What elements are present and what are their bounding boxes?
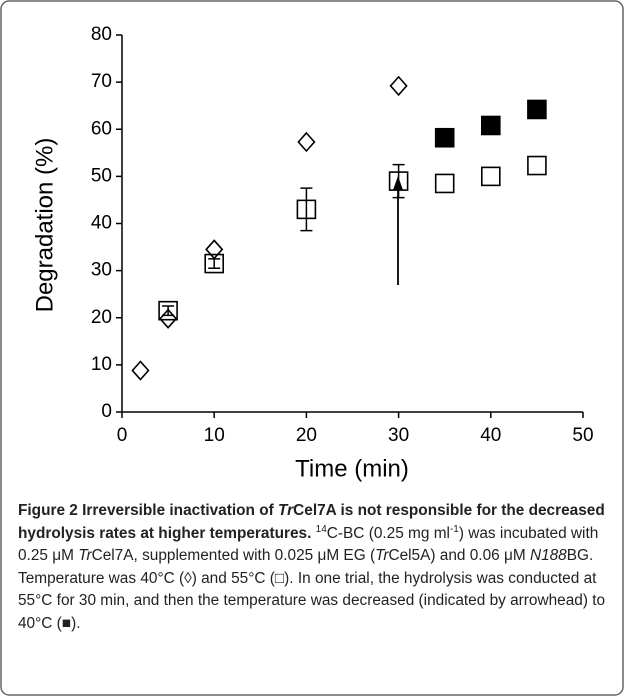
x-tick-label: 50 xyxy=(572,425,593,446)
y-tick-label: 60 xyxy=(91,118,112,139)
caption-text: Cel5A) and 0.06 μM xyxy=(388,547,530,564)
x-tick-label: 0 xyxy=(117,425,128,446)
square-marker xyxy=(158,300,178,321)
square-marker xyxy=(527,155,547,176)
diamond-marker xyxy=(131,360,150,381)
caption-title: Figure 2 Irreversible inactivation of Tr… xyxy=(18,502,605,542)
diamond-marker xyxy=(389,75,408,97)
square-marker xyxy=(434,127,455,148)
y-tick-label: 30 xyxy=(91,260,112,281)
caption-text: N188 xyxy=(529,547,567,564)
y-axis-title: Degradation (%) xyxy=(31,138,58,313)
error-bar xyxy=(392,163,405,199)
caption-text: 14 xyxy=(315,523,327,535)
x-axis-title: Time (min) xyxy=(295,455,409,482)
error-bar xyxy=(162,305,175,317)
y-tick-label: 50 xyxy=(91,165,112,186)
caption-text: BG. Temperature was 40°C (◊) and 55°C (□… xyxy=(18,547,606,632)
error-bar xyxy=(208,258,221,270)
y-tick-label: 10 xyxy=(91,354,112,375)
y-tick-label: 20 xyxy=(91,307,112,328)
caption-text: -1 xyxy=(449,523,459,535)
x-tick-label: 20 xyxy=(296,425,317,446)
caption-text: Cel7A, supplemented with 0.025 μM EG ( xyxy=(91,547,376,564)
x-tick-label: 40 xyxy=(480,425,501,446)
caption-text: Tr xyxy=(278,502,294,519)
square-marker xyxy=(388,171,409,191)
caption-text: Tr xyxy=(375,547,389,564)
square-marker xyxy=(527,99,547,120)
square-marker xyxy=(434,173,455,194)
square-marker xyxy=(480,115,501,136)
caption: Figure 2 Irreversible inactivation of Tr… xyxy=(18,500,610,635)
y-tick-label: 40 xyxy=(91,213,112,234)
caption-text: Figure 2 Irreversible inactivation of xyxy=(18,502,279,519)
square-marker xyxy=(296,199,317,220)
error-bar xyxy=(300,187,313,232)
y-tick-label: 70 xyxy=(91,71,112,92)
square-marker xyxy=(480,166,501,187)
caption-text: Tr xyxy=(78,547,92,564)
square-marker xyxy=(204,253,224,274)
caption-text: C-BC (0.25 mg ml xyxy=(326,524,450,542)
caption-text: Cel7A is not responsible for the decreas… xyxy=(18,502,605,542)
diamond-marker xyxy=(297,131,316,153)
y-tick-label: 0 xyxy=(101,401,112,422)
x-tick-label: 10 xyxy=(204,425,225,446)
x-tick-label: 30 xyxy=(388,425,409,446)
y-tick-label: 80 xyxy=(91,24,112,45)
caption-text: ) was incubated with 0.25 μM xyxy=(18,524,599,565)
